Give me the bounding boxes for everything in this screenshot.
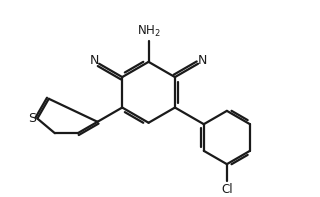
- Text: NH$_2$: NH$_2$: [137, 24, 161, 39]
- Text: Cl: Cl: [221, 183, 233, 196]
- Text: N: N: [90, 54, 99, 67]
- Text: S: S: [28, 112, 36, 125]
- Text: N: N: [198, 54, 207, 67]
